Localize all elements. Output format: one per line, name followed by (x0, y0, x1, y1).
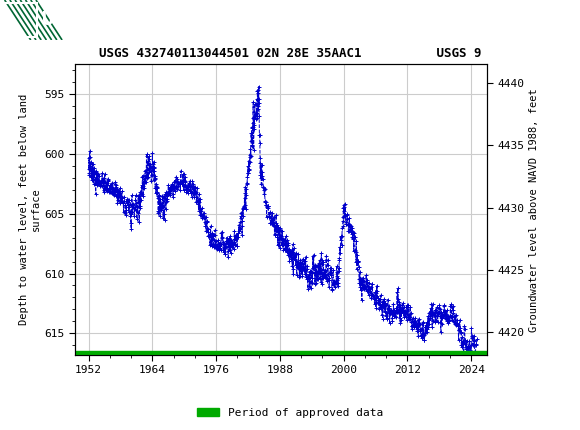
Bar (5, 3, 37, 37)
Bar (5, 3, 37, 37)
Y-axis label: Depth to water level, feet below land
surface: Depth to water level, feet below land su… (19, 94, 41, 325)
Bar (75, 350, 487, 355)
Text: USGS 432740113044501 02N 28E 35AAC1          USGS 9: USGS 432740113044501 02N 28E 35AAC1 USGS… (99, 47, 481, 60)
Legend: Period of approved data: Period of approved data (193, 403, 387, 422)
Y-axis label: Groundwater level above NAVD 1988, feet: Groundwater level above NAVD 1988, feet (529, 88, 539, 332)
Text: USGS: USGS (42, 10, 89, 30)
